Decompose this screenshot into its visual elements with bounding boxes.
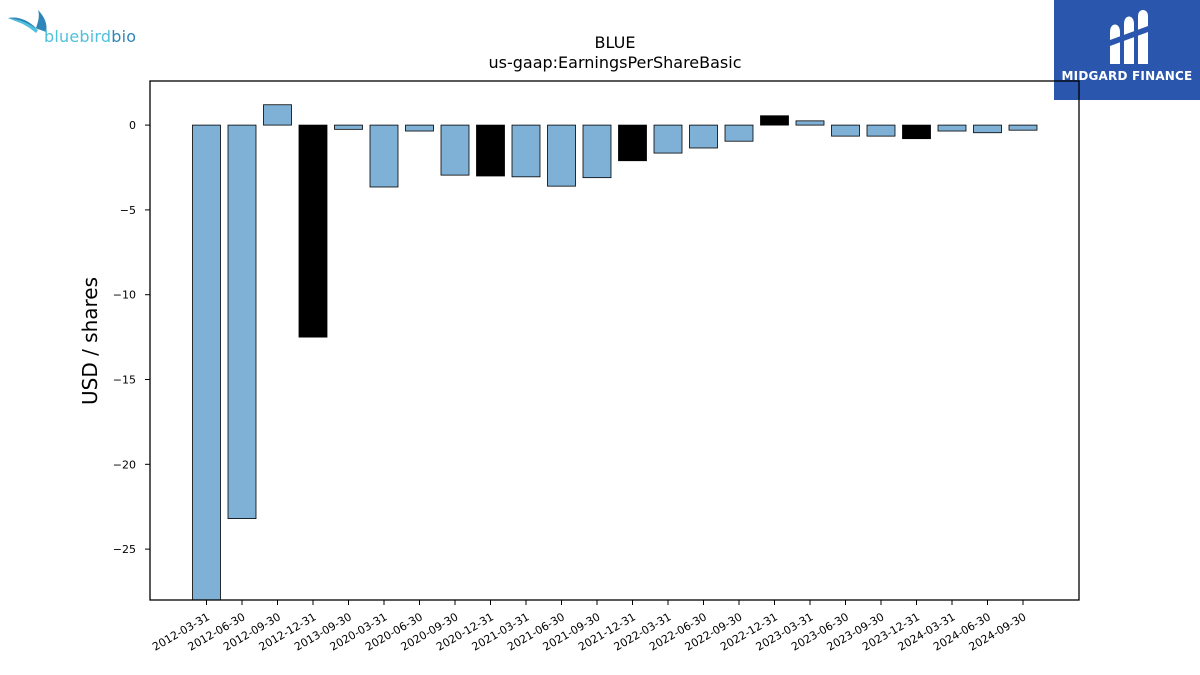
company-name-part2: bio: [111, 27, 137, 46]
bar-2020-03-31: [369, 124, 399, 188]
bar-2021-06-30: [547, 124, 576, 187]
bar-2012-06-30: [227, 124, 257, 519]
y-tick-label: −20: [113, 458, 136, 471]
chart-title: BLUE: [595, 33, 636, 52]
bar-2012-03-31: [192, 124, 221, 601]
bar-2020-12-31: [476, 124, 505, 177]
chart-subtitle: us-gaap:EarningsPerShareBasic: [488, 53, 741, 72]
bar-2021-03-31: [511, 124, 541, 178]
bar-2022-03-31: [653, 124, 683, 154]
bar-2022-06-30: [689, 124, 718, 149]
bar-2023-09-30: [866, 124, 896, 137]
bar-2020-09-30: [440, 124, 470, 176]
bar-2022-12-31: [760, 115, 789, 126]
bar-2012-09-30: [263, 104, 292, 126]
bar-2023-03-31: [795, 120, 825, 126]
bar-2021-09-30: [582, 124, 612, 179]
bar-2023-06-30: [831, 124, 860, 137]
bar-2024-06-30: [973, 124, 1002, 134]
bar-2020-06-30: [405, 124, 434, 132]
midgard-mark-icon: [1110, 10, 1148, 64]
y-ticks: 0 −5 −10 −15 −20 −25: [113, 119, 150, 556]
y-tick-label: 0: [129, 119, 136, 132]
bluebird-icon: [8, 10, 47, 33]
company-logo: [8, 10, 158, 50]
bar-2012-12-31: [298, 124, 328, 338]
bar-2013-09-30: [334, 124, 363, 130]
y-tick-label: −10: [113, 289, 136, 302]
y-tick-label: −25: [113, 543, 136, 556]
y-tick-label: −15: [113, 374, 136, 387]
bars-group: [192, 104, 1038, 601]
y-tick-label: −5: [120, 204, 136, 217]
publisher-badge: MIDGARD FINANCE: [1054, 0, 1200, 100]
bar-2023-12-31: [902, 124, 931, 140]
plot-area: [149, 80, 1080, 601]
bar-2024-03-31: [937, 124, 967, 132]
bar-2022-09-30: [724, 124, 754, 142]
company-logo-text: bluebirdbio: [44, 27, 136, 46]
x-ticks: 2012-03-312012-06-302012-09-302012-12-31…: [150, 600, 1029, 654]
company-name-part1: bluebird: [44, 27, 112, 46]
y-axis-label: USD / shares: [78, 277, 102, 405]
bar-2021-12-31: [618, 124, 647, 162]
publisher-name: MIDGARD FINANCE: [1061, 69, 1193, 83]
bar-2024-09-30: [1008, 124, 1038, 131]
